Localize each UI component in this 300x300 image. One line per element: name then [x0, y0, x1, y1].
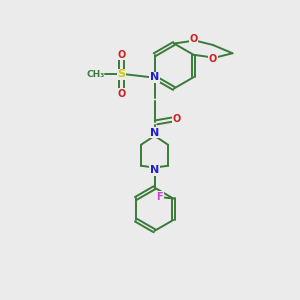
Text: N: N — [150, 165, 159, 175]
Text: CH₃: CH₃ — [87, 70, 105, 79]
Text: F: F — [156, 192, 163, 202]
Text: O: O — [117, 50, 126, 60]
Text: N: N — [150, 128, 159, 138]
Text: S: S — [118, 69, 125, 79]
Text: O: O — [209, 54, 217, 64]
Text: N: N — [150, 72, 159, 82]
Text: O: O — [189, 34, 198, 44]
Text: O: O — [173, 114, 181, 124]
Text: O: O — [117, 89, 126, 99]
